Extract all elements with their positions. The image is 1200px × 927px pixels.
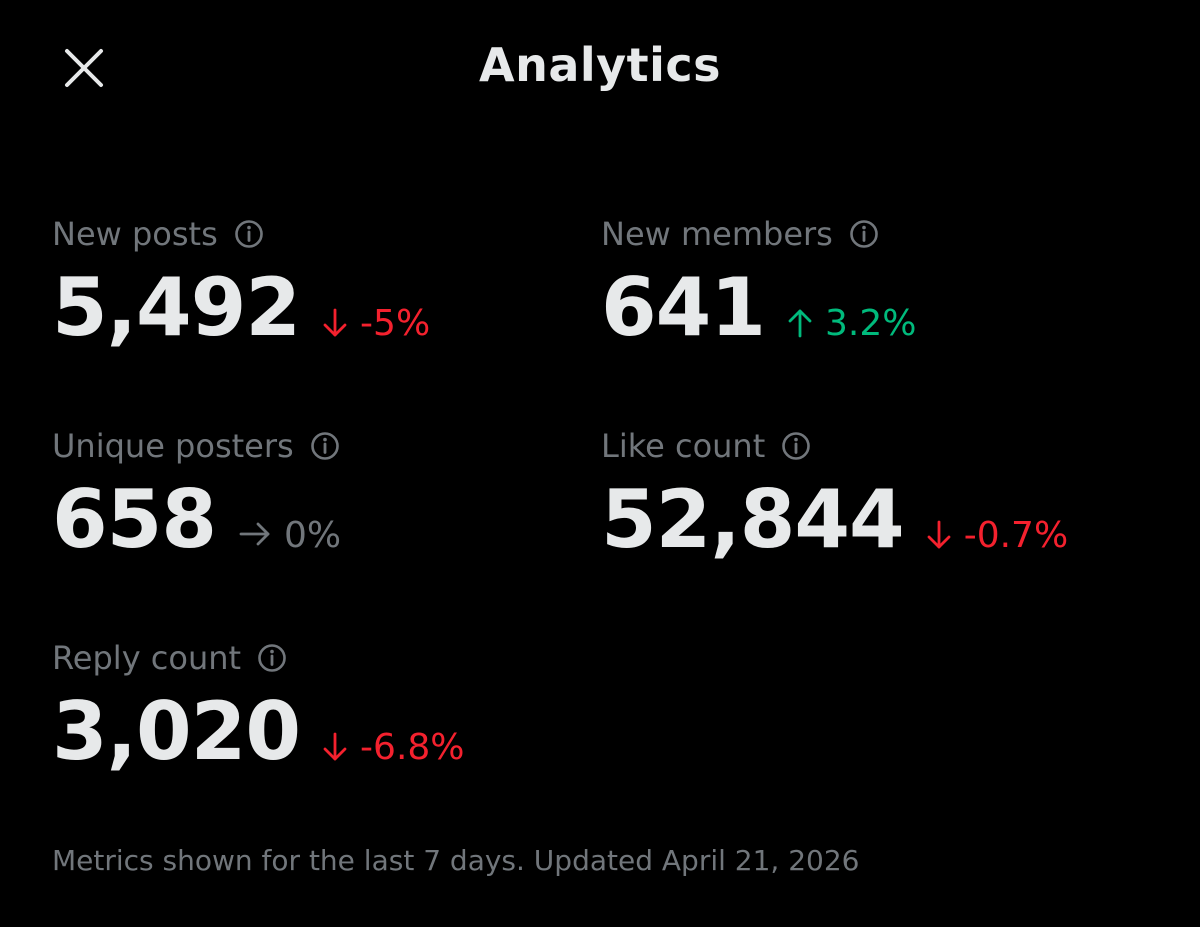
arrow-down-icon bbox=[926, 519, 952, 551]
metric-change: -6.8% bbox=[322, 727, 465, 768]
close-button[interactable] bbox=[56, 40, 112, 96]
header: Analytics bbox=[0, 0, 1200, 140]
metric-label-row: New members bbox=[601, 210, 1150, 258]
metric-change-value: -0.7% bbox=[963, 515, 1069, 556]
metric-label-row: Reply count bbox=[52, 634, 601, 682]
metric-value-row: 52,844 -0.7% bbox=[601, 472, 1150, 568]
footer-note: Metrics shown for the last 7 days. Updat… bbox=[52, 844, 860, 877]
metric-change: -0.7% bbox=[926, 515, 1068, 556]
page-title: Analytics bbox=[478, 38, 722, 92]
metric-label: Reply count bbox=[52, 639, 242, 677]
info-icon[interactable] bbox=[255, 641, 289, 675]
metric-value: 52,844 bbox=[601, 473, 905, 566]
metric-new-posts: New posts 5,492 -5% bbox=[52, 210, 601, 422]
metric-new-members: New members 641 3.2% bbox=[601, 210, 1150, 422]
info-icon[interactable] bbox=[847, 217, 881, 251]
metric-value-row: 658 0% bbox=[52, 472, 601, 568]
arrow-down-icon bbox=[322, 731, 348, 763]
info-icon[interactable] bbox=[232, 217, 266, 251]
metric-change: -5% bbox=[322, 303, 430, 344]
metrics-grid: New posts 5,492 -5% New members 641 3.2% bbox=[52, 210, 1152, 846]
metric-unique-posters: Unique posters 658 0% bbox=[52, 422, 601, 634]
metric-reply-count: Reply count 3,020 -6.8% bbox=[52, 634, 601, 846]
metric-label: Unique posters bbox=[52, 427, 294, 465]
metric-label-row: Unique posters bbox=[52, 422, 601, 470]
metric-change-value: -5% bbox=[360, 303, 431, 344]
info-icon[interactable] bbox=[308, 429, 342, 463]
metric-value-row: 5,492 -5% bbox=[52, 260, 601, 356]
metric-value: 3,020 bbox=[52, 685, 301, 778]
metric-label-row: Like count bbox=[601, 422, 1150, 470]
metric-value: 641 bbox=[601, 261, 766, 354]
metric-label: Like count bbox=[601, 427, 766, 465]
metric-value-row: 3,020 -6.8% bbox=[52, 684, 601, 780]
arrow-right-icon bbox=[238, 515, 272, 546]
arrow-down-icon bbox=[322, 307, 348, 339]
arrow-up-icon bbox=[787, 307, 813, 339]
close-icon bbox=[65, 49, 103, 87]
metric-change: 3.2% bbox=[787, 303, 916, 344]
metric-label-row: New posts bbox=[52, 210, 601, 258]
metric-like-count: Like count 52,844 -0.7% bbox=[601, 422, 1150, 634]
metric-change-value: 0% bbox=[284, 515, 342, 556]
metric-change: 0% bbox=[238, 515, 341, 556]
metric-value-row: 641 3.2% bbox=[601, 260, 1150, 356]
metric-label: New members bbox=[601, 215, 833, 253]
metric-change-value: -6.8% bbox=[360, 727, 465, 768]
metric-change-value: 3.2% bbox=[825, 303, 917, 344]
metric-label: New posts bbox=[52, 215, 218, 253]
metric-value: 5,492 bbox=[52, 261, 301, 354]
metric-value: 658 bbox=[52, 473, 217, 566]
info-icon[interactable] bbox=[779, 429, 813, 463]
